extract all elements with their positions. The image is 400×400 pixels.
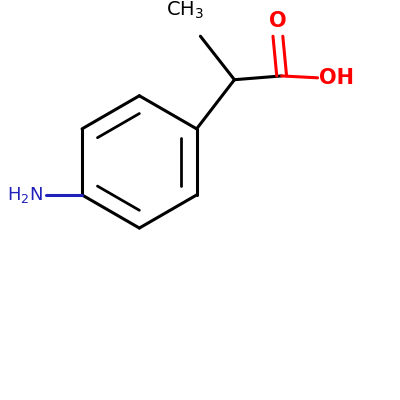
Text: H$_2$N: H$_2$N — [7, 185, 43, 205]
Text: CH$_3$: CH$_3$ — [166, 0, 204, 21]
Text: O: O — [269, 10, 287, 30]
Text: OH: OH — [320, 68, 354, 88]
